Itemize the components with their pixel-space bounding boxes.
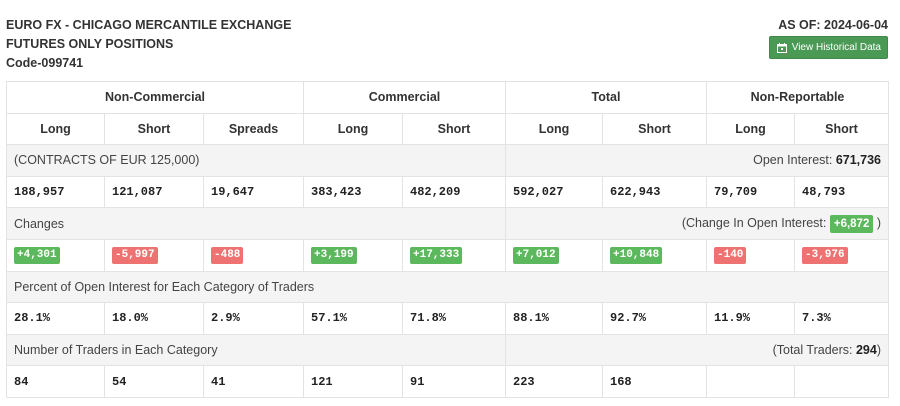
open-interest-change: (Change In Open Interest: +6,872 ) <box>505 207 889 240</box>
contracts-section-row: (CONTRACTS OF EUR 125,000) Open Interest… <box>6 144 889 177</box>
sub-header: Long <box>6 112 105 146</box>
sub-header: Short <box>402 112 506 146</box>
contracts-values-row: 188,957 121,087 19,647 383,423 482,209 5… <box>6 175 889 209</box>
sub-header: Short <box>602 112 707 146</box>
table-cell: 7.3% <box>794 302 889 335</box>
group-non-reportable: Non-Reportable <box>706 81 889 114</box>
total-traders-label: (Total Traders: <box>772 343 856 358</box>
percent-label: Percent of Open Interest for Each Catego… <box>6 270 889 304</box>
contracts-label: (CONTRACTS OF EUR 125,000) <box>6 144 506 177</box>
change-badge: -3,976 <box>802 246 848 264</box>
table-cell: 19,647 <box>203 175 304 209</box>
sub-header: Short <box>104 112 204 146</box>
total-traders-value: 294 <box>855 343 877 358</box>
change-badge: +4,301 <box>14 246 60 264</box>
sub-header: Long <box>706 112 795 146</box>
group-total: Total <box>505 81 707 114</box>
oi-change-suffix: ) <box>873 215 881 230</box>
change-badge: +17,333 <box>410 246 463 264</box>
report-code: Code-099741 <box>6 56 84 70</box>
column-sub-header-row: Long Short Spreads Long Short Long Short… <box>6 112 889 146</box>
percent-values-row: 28.1% 18.0% 2.9% 57.1% 71.8% 88.1% 92.7%… <box>6 302 889 335</box>
sub-header: Short <box>794 112 889 146</box>
group-non-commercial: Non-Commercial <box>6 81 304 114</box>
table-cell: 121,087 <box>104 175 204 209</box>
changes-label: Changes <box>6 207 506 240</box>
change-badge: -488 <box>211 246 244 264</box>
table-cell: 88.1% <box>505 302 603 335</box>
table-cell: 28.1% <box>6 302 105 335</box>
open-interest: Open Interest: 671,736 <box>505 144 889 177</box>
total-traders: (Total Traders: 294) <box>505 333 889 367</box>
table-cell: 41 <box>203 365 304 398</box>
changes-values-row: +4,301 -5,997 -488 +3,199 +17,333 +7,012… <box>6 238 889 272</box>
table-cell: 71.8% <box>402 302 506 335</box>
percent-section-row: Percent of Open Interest for Each Catego… <box>6 270 889 304</box>
table-cell: 11.9% <box>706 302 795 335</box>
group-commercial: Commercial <box>303 81 506 114</box>
traders-label: Number of Traders in Each Category <box>6 333 506 367</box>
change-badge: +7,012 <box>513 246 559 264</box>
table-cell: 2.9% <box>203 302 304 335</box>
report-date-area: AS OF: 2024-06-04 View Historical Data <box>768 16 888 59</box>
table-cell: 188,957 <box>6 175 105 209</box>
changes-section-row: Changes (Change In Open Interest: +6,872… <box>6 207 889 240</box>
table-cell: 91 <box>402 365 506 398</box>
total-traders-suffix: ) <box>876 343 881 358</box>
cot-positions-table: Non-Commercial Commercial Total Non-Repo… <box>6 81 889 398</box>
table-cell: 482,209 <box>402 175 506 209</box>
oi-change-badge: +6,872 <box>829 214 874 233</box>
table-cell: 92.7% <box>602 302 707 335</box>
table-cell: 54 <box>104 365 204 398</box>
column-group-header-row: Non-Commercial Commercial Total Non-Repo… <box>6 81 889 114</box>
sub-header: Long <box>505 112 603 146</box>
table-cell: 84 <box>6 365 105 398</box>
table-cell: 57.1% <box>303 302 403 335</box>
table-cell: 48,793 <box>794 175 889 209</box>
change-badge: +10,848 <box>610 246 663 264</box>
table-cell <box>794 365 889 398</box>
report-title-type: FUTURES ONLY POSITIONS <box>6 37 174 51</box>
view-historical-data-label: View Historical Data <box>791 42 881 53</box>
oi-change-prefix: (Change In Open Interest: <box>681 215 830 230</box>
change-badge: -140 <box>714 246 747 264</box>
table-cell: 383,423 <box>303 175 403 209</box>
table-cell: 121 <box>303 365 403 398</box>
sub-header: Long <box>303 112 403 146</box>
traders-section-row: Number of Traders in Each Category (Tota… <box>6 333 889 367</box>
table-cell: 168 <box>602 365 707 398</box>
table-cell: 18.0% <box>104 302 204 335</box>
view-historical-data-button[interactable]: View Historical Data <box>768 36 888 59</box>
as-of-date: AS OF: 2024-06-04 <box>778 18 888 32</box>
calendar-icon <box>776 42 787 53</box>
change-badge: -5,997 <box>112 246 158 264</box>
open-interest-label: Open Interest: <box>753 153 836 168</box>
table-cell <box>706 365 795 398</box>
table-cell: 223 <box>505 365 603 398</box>
change-badge: +3,199 <box>311 246 357 264</box>
table-cell: 622,943 <box>602 175 707 209</box>
report-title-exchange: EURO FX - CHICAGO MERCANTILE EXCHANGE <box>6 18 292 32</box>
table-cell: 592,027 <box>505 175 603 209</box>
open-interest-value: 671,736 <box>835 153 881 168</box>
table-cell: 79,709 <box>706 175 795 209</box>
traders-values-row: 84 54 41 121 91 223 168 <box>6 365 889 398</box>
report-title: EURO FX - CHICAGO MERCANTILE EXCHANGE FU… <box>6 16 291 73</box>
sub-header: Spreads <box>203 112 304 146</box>
